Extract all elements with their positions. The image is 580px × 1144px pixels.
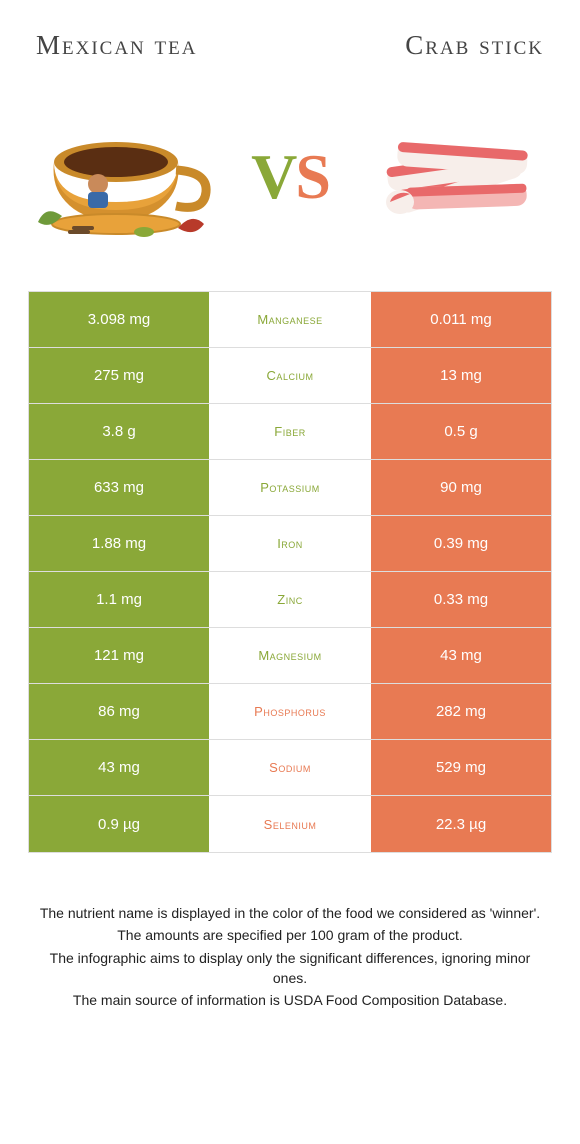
left-value: 86 mg	[29, 684, 209, 739]
table-row: 0.9 µgSelenium22.3 µg	[29, 796, 551, 852]
nutrient-label: Calcium	[209, 348, 371, 403]
right-value: 282 mg	[371, 684, 551, 739]
image-row: VS	[28, 107, 552, 247]
right-value: 22.3 µg	[371, 796, 551, 852]
nutrient-label: Magnesium	[209, 628, 371, 683]
nutrient-label: Fiber	[209, 404, 371, 459]
right-value: 43 mg	[371, 628, 551, 683]
table-row: 275 mgCalcium13 mg	[29, 348, 551, 404]
table-row: 43 mgSodium529 mg	[29, 740, 551, 796]
crab-sticks-icon	[362, 112, 552, 242]
footnotes: The nutrient name is displayed in the co…	[28, 903, 552, 1010]
vs-s: S	[295, 141, 329, 212]
mexican-tea-image	[28, 112, 218, 242]
tea-cup-icon	[28, 112, 218, 242]
vs-v: V	[251, 141, 295, 212]
left-value: 1.88 mg	[29, 516, 209, 571]
left-value: 1.1 mg	[29, 572, 209, 627]
left-value: 3.8 g	[29, 404, 209, 459]
left-value: 0.9 µg	[29, 796, 209, 852]
nutrient-label: Phosphorus	[209, 684, 371, 739]
right-value: 0.39 mg	[371, 516, 551, 571]
right-value: 13 mg	[371, 348, 551, 403]
nutrient-label: Zinc	[209, 572, 371, 627]
left-value: 275 mg	[29, 348, 209, 403]
nutrient-label: Selenium	[209, 796, 371, 852]
title-row: Mexican tea Crab stick	[28, 30, 552, 61]
footnote-line: The main source of information is USDA F…	[32, 990, 548, 1010]
nutrient-label: Iron	[209, 516, 371, 571]
left-value: 3.098 mg	[29, 292, 209, 347]
left-value: 43 mg	[29, 740, 209, 795]
right-value: 90 mg	[371, 460, 551, 515]
footnote-line: The amounts are specified per 100 gram o…	[32, 925, 548, 945]
crab-stick-image	[362, 112, 552, 242]
table-row: 1.88 mgIron0.39 mg	[29, 516, 551, 572]
footnote-line: The nutrient name is displayed in the co…	[32, 903, 548, 923]
right-value: 0.5 g	[371, 404, 551, 459]
table-row: 633 mgPotassium90 mg	[29, 460, 551, 516]
table-row: 86 mgPhosphorus282 mg	[29, 684, 551, 740]
table-row: 1.1 mgZinc0.33 mg	[29, 572, 551, 628]
right-value: 0.33 mg	[371, 572, 551, 627]
nutrient-table: 3.098 mgManganese0.011 mg275 mgCalcium13…	[28, 291, 552, 853]
footnote-line: The infographic aims to display only the…	[32, 948, 548, 989]
nutrient-label: Potassium	[209, 460, 371, 515]
nutrient-label: Manganese	[209, 292, 371, 347]
table-row: 3.8 gFiber0.5 g	[29, 404, 551, 460]
left-food-title: Mexican tea	[36, 30, 197, 61]
right-value: 0.011 mg	[371, 292, 551, 347]
vs-label: VS	[251, 140, 329, 214]
left-value: 633 mg	[29, 460, 209, 515]
right-value: 529 mg	[371, 740, 551, 795]
nutrient-label: Sodium	[209, 740, 371, 795]
right-food-title: Crab stick	[405, 30, 544, 61]
table-row: 121 mgMagnesium43 mg	[29, 628, 551, 684]
left-value: 121 mg	[29, 628, 209, 683]
table-row: 3.098 mgManganese0.011 mg	[29, 292, 551, 348]
